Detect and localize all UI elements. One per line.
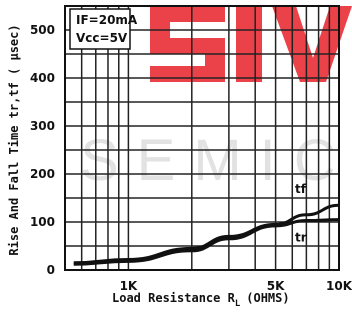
x-axis-title: Load Resistance RL (OHMS) [112,291,290,309]
annotation-vcc: Vcc=5V [76,31,128,45]
series-label-tr: tr [295,231,307,245]
condition-annotation: IF=20mA Vcc=5V [69,8,138,50]
y-axis-title: Rise And Fall Time tr,tf ( μsec) [7,24,21,255]
series-lines [73,203,340,266]
series-label-tf: tf [295,182,307,196]
series-line-tr [73,218,340,266]
x-tick-label: 1K [120,279,138,293]
watermark-logo [150,6,352,82]
y-tick-label: 100 [30,215,55,229]
svg-text:Load Resistance RL(OHMS): Load Resistance RL (OHMS) [112,291,290,309]
y-tick-label: 0 [47,263,55,277]
watermark-text: SEMICO [80,128,352,193]
annotation-if: IF=20mA [76,13,138,27]
x-tick-labels: 1K 5K 10K [120,279,352,293]
plot-frame [64,5,340,271]
y-tick-label: 500 [30,23,55,37]
y-tick-label: 300 [30,119,55,133]
x-axis-title-unit: (OHMS) [246,291,289,305]
x-tick-label: 5K [267,279,285,293]
y-tick-label: 400 [30,71,55,85]
x-tick-label: 10K [326,279,352,293]
annotation-box [69,8,131,50]
y-tick-label: 200 [30,167,55,181]
x-axis-title-sub: L [235,299,241,309]
y-tick-labels: 0 100 200 300 400 500 [30,23,55,277]
series-line-tf [73,203,340,265]
x-axis-title-main: Load Resistance R [112,291,236,305]
